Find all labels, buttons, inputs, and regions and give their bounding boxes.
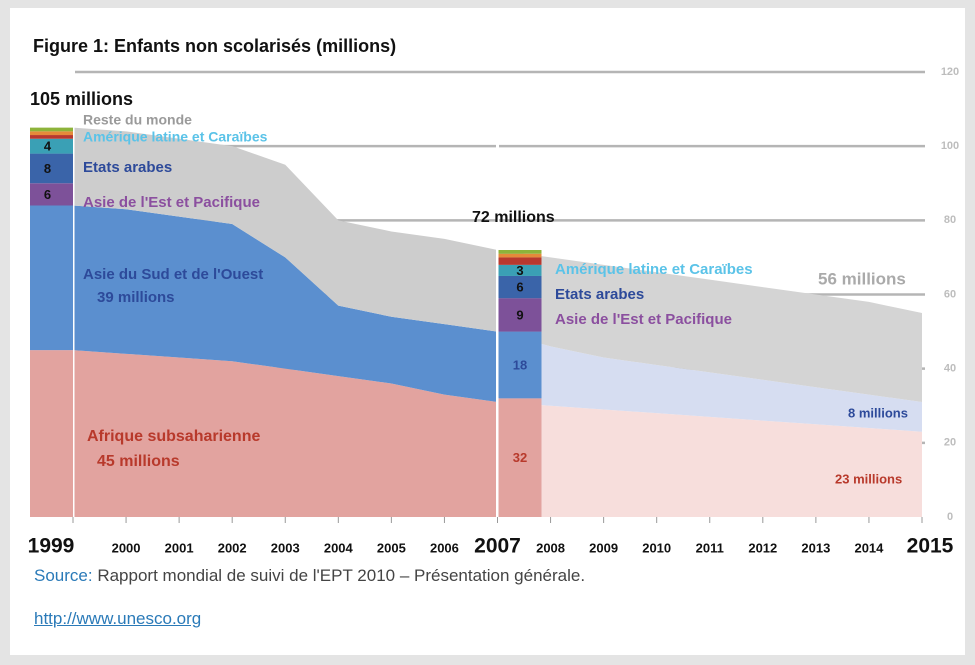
x-tick-label: 2015: [907, 535, 954, 558]
annotation: 45 millions: [97, 453, 180, 470]
annotation: Afrique subsaharienne: [87, 428, 260, 445]
bar-label: 32: [513, 450, 527, 465]
annotation: 56 millions: [818, 269, 906, 288]
annotation: Asie de l'Est et Pacifique: [555, 311, 732, 328]
annotation: 39 millions: [97, 289, 175, 306]
bar-segment: [498, 298, 542, 332]
x-tick-label: 2011: [696, 540, 724, 555]
annotation: 72 millions: [472, 209, 555, 226]
x-tick-label: 2014: [854, 540, 884, 555]
bar-segment: [30, 131, 73, 136]
bar-segment: [498, 275, 542, 299]
annotation: Asie du Sud et de l'Ouest: [83, 266, 263, 283]
bar-segment: [30, 350, 73, 517]
bar-segment: [498, 264, 542, 276]
x-tick-label: 2000: [112, 540, 141, 555]
bar-segment: [30, 205, 73, 351]
area-projection: [497, 402, 922, 517]
annotation: Amérique latine et Caraïbes: [555, 261, 753, 278]
y-tick-label: 60: [944, 288, 956, 300]
y-tick-label: 120: [941, 66, 959, 78]
x-tick-label: 2001: [165, 540, 194, 555]
area-projection: [497, 331, 922, 432]
annotation: 23 millions: [835, 471, 902, 486]
area: [73, 127, 498, 332]
source-url[interactable]: http://www.unesco.org: [34, 609, 202, 628]
annotation: 105 millions: [30, 89, 133, 109]
chart-title: Figure 1: Enfants non scolarisés (millio…: [33, 36, 396, 56]
bar-label: 6: [516, 280, 523, 295]
bar-segment: [30, 127, 73, 132]
bar-segment: [498, 257, 542, 265]
bar-label: 9: [516, 307, 523, 322]
area: [73, 205, 498, 403]
y-tick-label: 0: [947, 511, 953, 523]
x-tick-label: 1999: [28, 535, 75, 558]
y-tick-label: 80: [944, 214, 956, 226]
annotation: Etats arabes: [555, 286, 644, 303]
annotation: Asie de l'Est et Pacifique: [83, 194, 260, 211]
area: [73, 350, 498, 517]
bar-label: 8: [44, 161, 51, 176]
bar-segment: [30, 135, 73, 139]
source-text: Rapport mondial de suivi de l'EPT 2010 –…: [97, 566, 586, 585]
x-tick-label: 2010: [642, 540, 671, 555]
y-tick-label: 20: [944, 437, 956, 449]
chart: Figure 1: Enfants non scolarisés (millio…: [28, 36, 960, 558]
x-tick-label: 2003: [271, 540, 300, 555]
bar-segment: [498, 250, 542, 254]
source-url-line: http://www.unesco.org: [34, 609, 201, 629]
annotation: Amérique latine et Caraïbes: [83, 129, 268, 145]
x-tick-label: 2002: [218, 540, 247, 555]
x-tick-label: 2007: [474, 535, 521, 558]
annotation: 8 millions: [848, 405, 908, 420]
x-tick-label: 2005: [377, 540, 406, 555]
x-tick-label: 2006: [430, 540, 459, 555]
bar-segment: [30, 183, 73, 206]
x-tick-label: 2013: [801, 540, 830, 555]
source-line: Source: Rapport mondial de suivi de l'EP…: [34, 566, 585, 586]
annotation: Etats arabes: [83, 159, 172, 176]
bar-segment: [30, 138, 73, 154]
x-tick-label: 2004: [324, 540, 354, 555]
bar-segment: [498, 331, 542, 399]
bar-segment: [498, 398, 542, 517]
source-label: Source:: [34, 566, 93, 585]
x-tick-label: 2009: [589, 540, 618, 555]
area-projection: [497, 250, 922, 403]
y-tick-label: 40: [944, 363, 956, 375]
x-tick-label: 2012: [748, 540, 777, 555]
bar-label: 3: [516, 263, 523, 278]
bar-label: 6: [44, 187, 51, 202]
bar-segment: [498, 253, 542, 258]
y-tick-label: 100: [941, 140, 959, 152]
bar-label: 4: [44, 139, 52, 154]
bar-label: 18: [513, 357, 527, 372]
x-tick-label: 2008: [536, 540, 565, 555]
bar-segment: [30, 153, 73, 184]
annotation: Reste du monde: [83, 112, 192, 128]
